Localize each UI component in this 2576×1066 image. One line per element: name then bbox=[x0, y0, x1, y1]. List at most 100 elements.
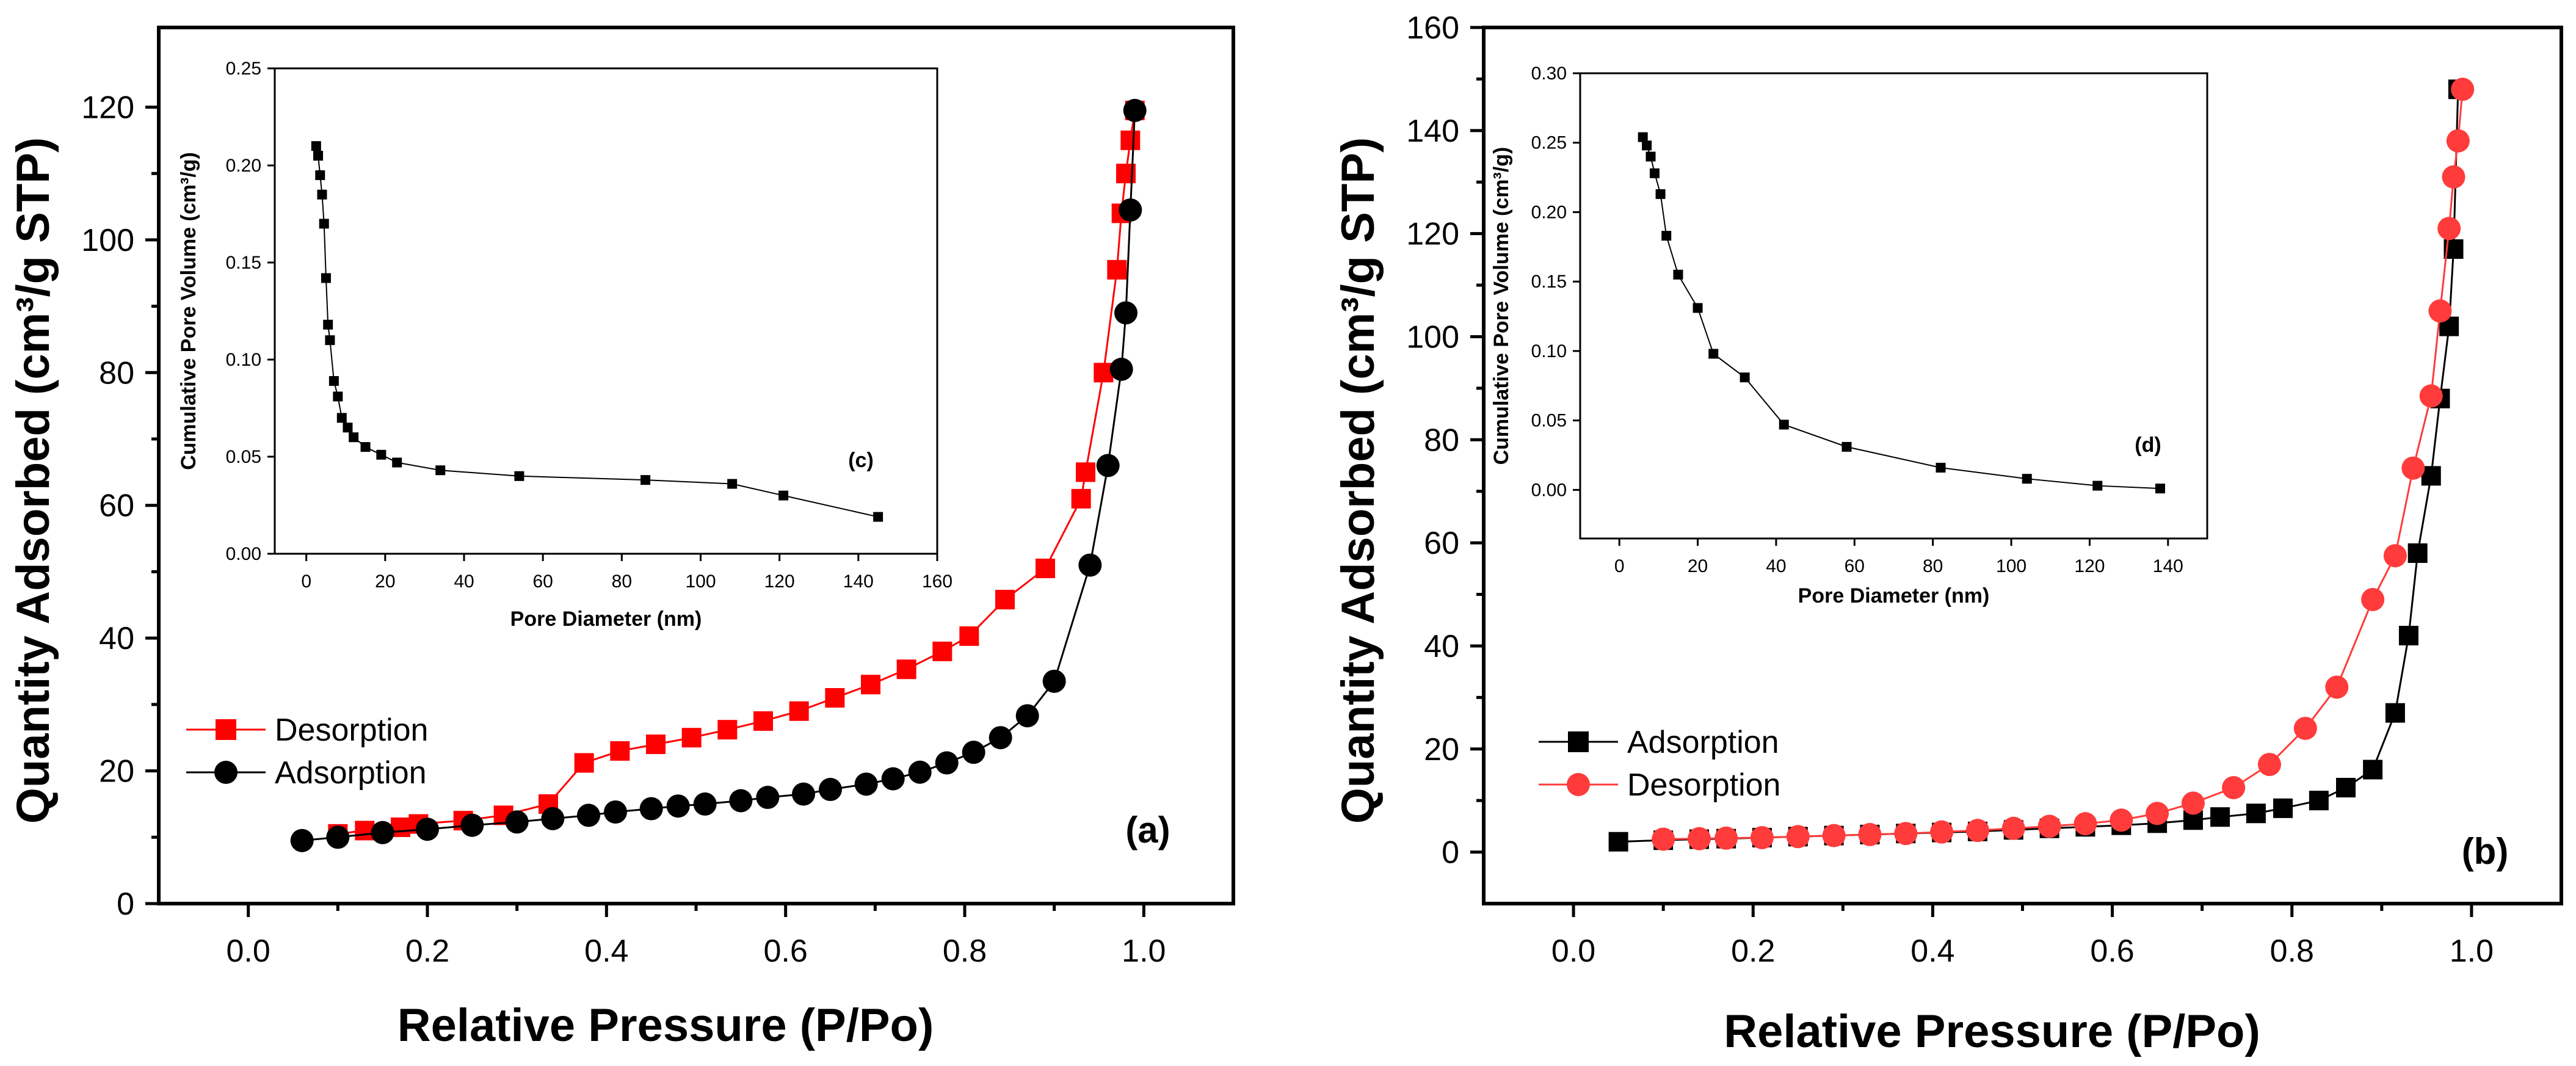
x-tick-label: 40 bbox=[1766, 556, 1786, 576]
data-point bbox=[825, 687, 845, 708]
series-desorption bbox=[1652, 78, 2475, 851]
plot-frame bbox=[1579, 72, 2208, 540]
data-point bbox=[2257, 753, 2281, 777]
y-tick-label: 80 bbox=[1424, 422, 1459, 458]
y-tick-label: 0.20 bbox=[226, 156, 261, 176]
data-point bbox=[666, 794, 690, 818]
data-point bbox=[1107, 259, 1127, 280]
x-axis-ticks: 0 20 40 60 80 100 120 140 160 bbox=[301, 554, 952, 592]
data-point bbox=[1114, 301, 1137, 325]
data-point bbox=[962, 741, 985, 764]
data-point bbox=[1652, 827, 1675, 851]
data-point bbox=[460, 813, 484, 837]
data-point bbox=[756, 786, 780, 810]
legend-label: Desorption bbox=[275, 712, 428, 748]
data-point bbox=[1645, 151, 1656, 162]
x-tick-label: 0.0 bbox=[227, 934, 270, 969]
legend-marker bbox=[1568, 731, 1589, 752]
data-point bbox=[505, 810, 529, 834]
data-point bbox=[932, 641, 952, 661]
data-point bbox=[2336, 778, 2356, 798]
data-point bbox=[2383, 544, 2407, 568]
data-point bbox=[896, 659, 916, 680]
x-tick-label: 100 bbox=[1996, 556, 2026, 576]
data-point bbox=[315, 170, 325, 180]
legend-label: Adsorption bbox=[1627, 725, 1779, 760]
data-point bbox=[2385, 703, 2405, 723]
y-tick-label: 60 bbox=[1424, 526, 1459, 561]
data-point bbox=[639, 797, 663, 821]
data-point bbox=[1714, 826, 1738, 850]
x-axis-ticks: 0 20 40 60 80 100 120 140 bbox=[1614, 538, 2183, 576]
y-axis-ticks: 0.00 0.05 0.10 0.15 0.20 0.25 bbox=[226, 59, 275, 564]
data-point bbox=[435, 465, 446, 476]
plot-frame bbox=[274, 67, 938, 555]
data-point bbox=[1779, 419, 1789, 430]
data-point bbox=[2398, 626, 2418, 646]
data-point bbox=[1078, 553, 1102, 577]
data-point bbox=[959, 626, 979, 646]
x-axis-title: Pore Diameter (nm) bbox=[510, 607, 702, 631]
data-point bbox=[1822, 824, 1846, 847]
panel-c: 0 20 40 60 80 100 120 140 160 0.00 0.05 0.10 0.15 0.2… bbox=[177, 59, 952, 631]
y-axis-title: Cumulative Pore Volume (cm³/g) bbox=[1490, 147, 1513, 465]
data-point bbox=[1649, 168, 1660, 178]
data-point bbox=[1936, 462, 1946, 473]
data-point bbox=[2401, 456, 2425, 480]
data-point bbox=[881, 767, 905, 791]
x-tick-label: 60 bbox=[532, 571, 553, 592]
data-point bbox=[1673, 269, 1683, 280]
data-point bbox=[290, 829, 314, 852]
x-tick-label: 120 bbox=[2074, 556, 2105, 576]
data-point bbox=[360, 442, 371, 452]
x-tick-label: 20 bbox=[375, 571, 395, 592]
x-tick-label: 0.4 bbox=[1910, 934, 1954, 969]
data-point bbox=[1786, 825, 1810, 849]
y-tick-label: 140 bbox=[1406, 114, 1459, 149]
data-point bbox=[2155, 484, 2165, 494]
data-point bbox=[2325, 675, 2349, 699]
series-adsorption bbox=[290, 98, 1147, 852]
data-point bbox=[2073, 812, 2097, 836]
x-tick-label: 140 bbox=[843, 571, 874, 592]
data-point bbox=[935, 751, 959, 775]
data-point bbox=[2210, 807, 2230, 827]
panel-b: 0.0 0.2 0.4 0.6 0.8 1.0 0 20 40 60 80 100 120 140 160 R… bbox=[1332, 10, 2563, 1057]
x-axis-ticks: 0.0 0.2 0.4 0.6 0.8 1.0 bbox=[1551, 904, 2494, 969]
data-point bbox=[343, 422, 353, 433]
data-point bbox=[753, 711, 773, 731]
data-point bbox=[1109, 357, 1133, 381]
data-point bbox=[541, 807, 565, 830]
y-tick-label: 100 bbox=[81, 223, 134, 258]
y-axis-ticks: 0 20 40 60 80 100 120 140 160 bbox=[1406, 10, 1484, 871]
x-axis-ticks: 0.0 0.2 0.4 0.6 0.8 1.0 bbox=[227, 904, 1166, 969]
data-point bbox=[1123, 98, 1147, 122]
data-point bbox=[2222, 776, 2246, 800]
x-tick-label: 0.6 bbox=[2090, 934, 2134, 969]
data-point bbox=[2446, 129, 2470, 153]
data-point bbox=[321, 273, 331, 283]
y-tick-label: 0 bbox=[1442, 835, 1459, 871]
inset-background bbox=[1580, 73, 2207, 538]
y-tick-label: 0.05 bbox=[1531, 411, 1567, 431]
data-point bbox=[333, 391, 343, 402]
data-point bbox=[1119, 198, 1142, 222]
x-tick-label: 160 bbox=[922, 571, 952, 592]
data-point bbox=[1708, 349, 1719, 359]
data-point bbox=[873, 512, 883, 522]
data-point bbox=[2273, 798, 2293, 818]
data-point bbox=[2451, 78, 2475, 101]
y-tick-label: 60 bbox=[99, 488, 134, 524]
data-point bbox=[610, 741, 630, 761]
data-point bbox=[729, 789, 753, 813]
series-cumulative-pore-volume bbox=[1638, 132, 2165, 494]
data-point bbox=[2442, 165, 2465, 189]
data-point bbox=[989, 726, 1012, 750]
data-point bbox=[1894, 822, 1918, 846]
x-tick-label: 140 bbox=[2153, 556, 2183, 576]
data-point bbox=[328, 375, 339, 386]
y-tick-label: 20 bbox=[99, 754, 134, 789]
data-point bbox=[2293, 717, 2317, 740]
data-point bbox=[349, 432, 359, 443]
